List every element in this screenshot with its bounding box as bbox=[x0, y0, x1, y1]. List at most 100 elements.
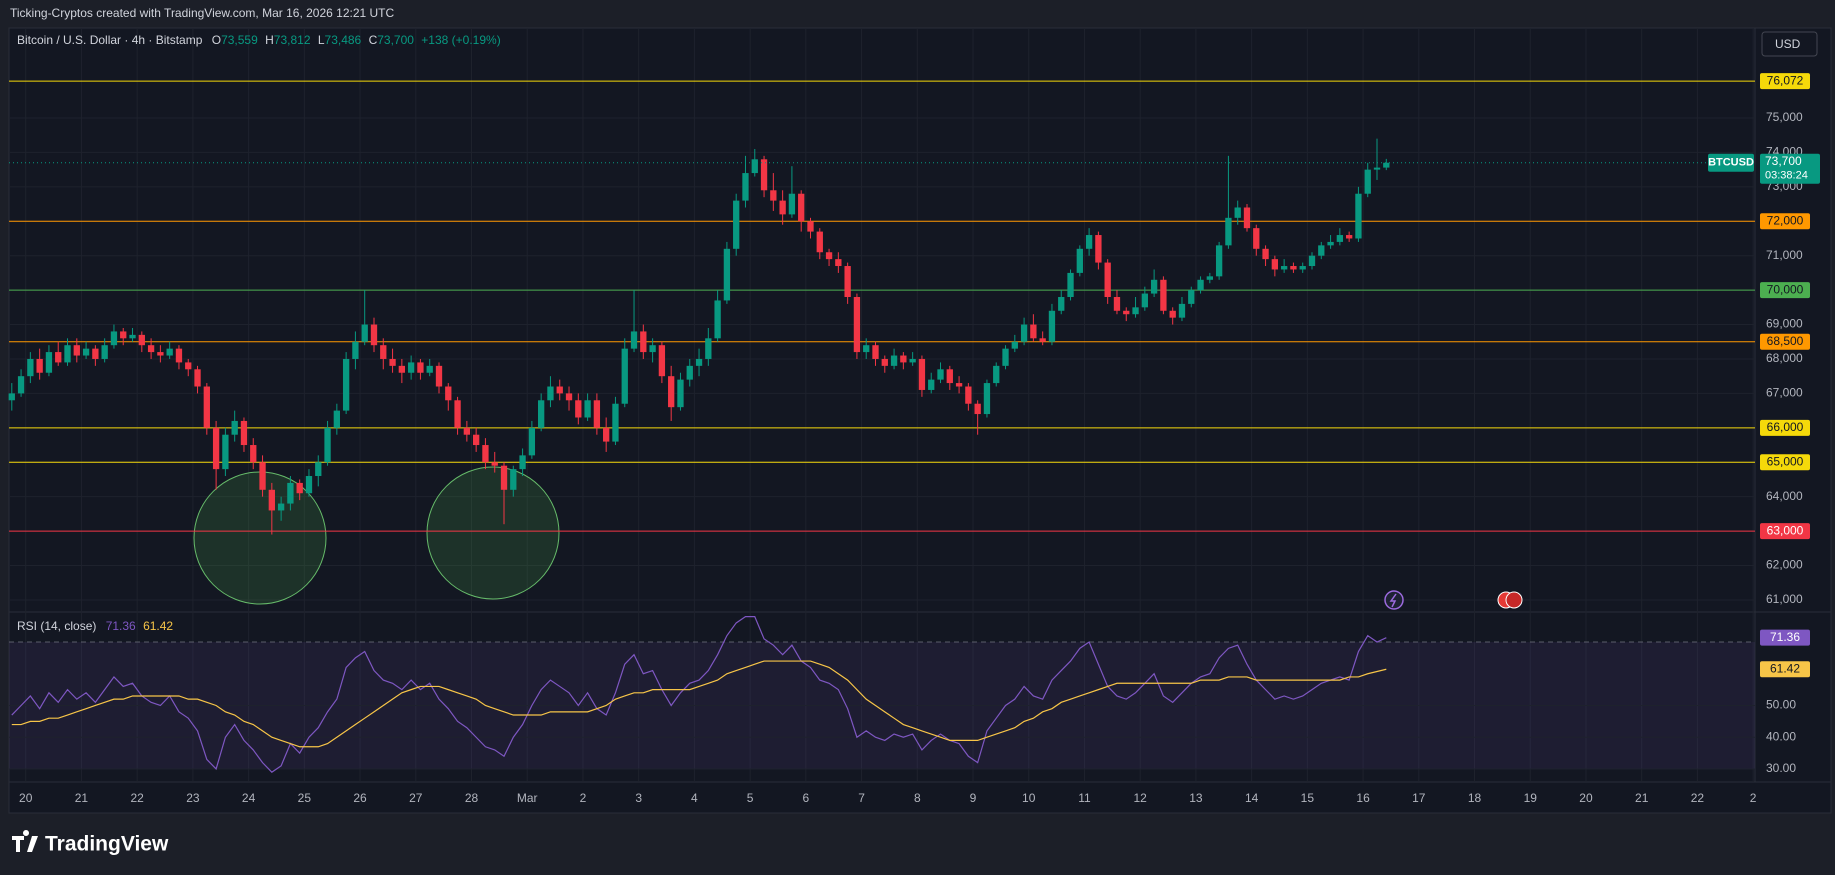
candle-body bbox=[27, 358, 34, 377]
symbol-title: Bitcoin / U.S. Dollar · 4h · Bitstamp bbox=[17, 33, 203, 47]
level-label-box bbox=[1760, 282, 1810, 299]
symbol-label: BTCUSD bbox=[1708, 157, 1754, 169]
candle-body bbox=[807, 221, 814, 232]
candle-body bbox=[287, 482, 294, 504]
candle-body bbox=[1290, 266, 1297, 270]
level-label: 76,072 bbox=[1767, 73, 1804, 87]
candle-body bbox=[584, 400, 591, 418]
candle-body bbox=[1160, 279, 1167, 311]
candle-body bbox=[946, 369, 953, 384]
candle-body bbox=[575, 400, 582, 418]
candle-body bbox=[1067, 272, 1074, 298]
candle-body bbox=[955, 383, 963, 387]
candle-body bbox=[1020, 324, 1028, 342]
x-tick-label: 15 bbox=[1301, 791, 1315, 805]
candle-body bbox=[1336, 235, 1344, 242]
candle-body bbox=[714, 300, 721, 339]
candle-body bbox=[342, 358, 350, 411]
y-tick-label: 40.00 bbox=[1766, 729, 1796, 743]
ohlc-value: 73,559 bbox=[221, 33, 258, 47]
candle-body bbox=[816, 231, 823, 253]
brand: TradingView bbox=[12, 830, 169, 856]
brand-name: TradingView bbox=[45, 833, 169, 856]
y-tick-label: 68,000 bbox=[1766, 351, 1803, 365]
rsi-ma-value: 61.42 bbox=[143, 619, 173, 633]
candle-body bbox=[110, 331, 118, 346]
x-tick-label: 14 bbox=[1245, 791, 1259, 805]
rsi-value: 71.36 bbox=[106, 619, 136, 633]
candle-body bbox=[1141, 293, 1148, 308]
candle-body bbox=[1327, 241, 1334, 246]
candle-body bbox=[1308, 255, 1316, 267]
candle-body bbox=[1206, 276, 1213, 280]
x-tick-label: 11 bbox=[1078, 791, 1091, 805]
level-label: 68,500 bbox=[1767, 334, 1804, 348]
candle-body bbox=[491, 462, 498, 466]
candle-body bbox=[621, 348, 628, 404]
x-tick-label: 5 bbox=[747, 791, 754, 805]
candle-body bbox=[138, 334, 145, 346]
ohlc-key: C bbox=[369, 33, 378, 47]
currency-button[interactable]: USD bbox=[1761, 31, 1818, 57]
candle-body bbox=[296, 482, 303, 494]
y-tick-label: 30.00 bbox=[1766, 761, 1796, 775]
candle-body bbox=[1280, 266, 1288, 270]
candle-body bbox=[472, 434, 480, 446]
x-tick-label: 24 bbox=[242, 791, 256, 805]
candle-body bbox=[175, 348, 183, 363]
candle-body bbox=[64, 345, 71, 363]
x-tick-label: 17 bbox=[1412, 791, 1426, 805]
candle-body bbox=[668, 376, 675, 408]
x-tick-label: 9 bbox=[970, 791, 977, 805]
event-icon[interactable] bbox=[1384, 590, 1404, 610]
candle-body bbox=[788, 193, 796, 215]
x-tick-label: 7 bbox=[858, 791, 865, 805]
candle-body bbox=[863, 345, 870, 353]
candle-body bbox=[380, 345, 387, 359]
candle-body bbox=[445, 386, 452, 401]
candle-body bbox=[1123, 310, 1130, 315]
currency-button-label[interactable]: USD bbox=[1775, 37, 1801, 51]
caption: Ticking-Cryptos created with TradingView… bbox=[10, 6, 395, 20]
candle-body bbox=[417, 362, 424, 373]
candle-body bbox=[1048, 310, 1056, 342]
currency-button-box[interactable] bbox=[1761, 31, 1818, 57]
x-tick-label: 21 bbox=[1635, 791, 1649, 805]
candle-body bbox=[1299, 266, 1306, 270]
candle-body bbox=[435, 365, 443, 387]
x-tick-label: 28 bbox=[465, 791, 479, 805]
x-tick-label: 22 bbox=[1691, 791, 1705, 805]
candle-body bbox=[277, 503, 285, 511]
x-tick-label: 10 bbox=[1022, 791, 1036, 805]
candle-body bbox=[993, 365, 1000, 384]
candle-body bbox=[212, 427, 220, 470]
candle-body bbox=[389, 358, 396, 366]
ohlc-value: 73,486 bbox=[325, 33, 362, 47]
level-label-box bbox=[1760, 73, 1810, 90]
highlight-circle bbox=[426, 466, 560, 600]
candle-body bbox=[185, 362, 192, 370]
candle-body bbox=[426, 365, 433, 373]
candle-body bbox=[1318, 245, 1325, 256]
candle-body bbox=[1030, 324, 1037, 339]
event-flag[interactable] bbox=[1505, 591, 1523, 609]
candle-body bbox=[8, 393, 15, 401]
x-tick-label: 20 bbox=[19, 791, 33, 805]
candle-body bbox=[881, 358, 888, 366]
candle-body bbox=[203, 386, 210, 428]
candle-body bbox=[92, 348, 99, 359]
candle-body bbox=[918, 358, 926, 390]
ohlc-value: 73,812 bbox=[274, 33, 311, 47]
candle-body bbox=[658, 345, 666, 377]
candle-body bbox=[770, 190, 777, 201]
candle-body bbox=[640, 331, 647, 353]
grid-layer bbox=[9, 28, 1831, 783]
candle-body bbox=[194, 369, 201, 387]
candle-body bbox=[1011, 341, 1018, 349]
candle-body bbox=[231, 420, 238, 435]
y-tick-label: 61,000 bbox=[1766, 592, 1803, 606]
x-tick-label: 2 bbox=[580, 791, 587, 805]
candle-body bbox=[305, 476, 313, 494]
